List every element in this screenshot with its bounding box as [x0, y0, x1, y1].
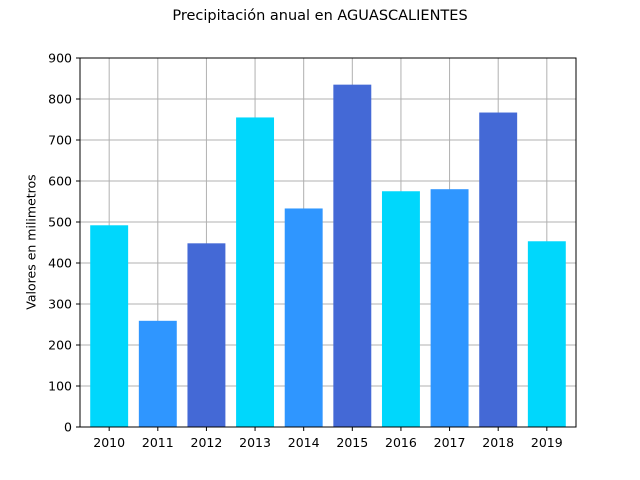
y-tick-label: 500 — [48, 215, 72, 230]
bar-layer — [90, 84, 566, 428]
x-tick-label: 2019 — [531, 435, 563, 450]
x-tick-label: 2018 — [482, 435, 514, 450]
chart-title: Precipitación anual en AGUASCALIENTES — [172, 8, 468, 24]
tick-layer: 0 100 200 300 400 500 600 700 800 900 2010 2011 2012… — [48, 51, 563, 451]
bar-2013 — [236, 117, 275, 427]
y-tick-label: 200 — [48, 338, 72, 353]
axes-frame — [79, 57, 577, 428]
bar-2019 — [527, 241, 566, 427]
bar-2017 — [430, 189, 469, 427]
y-tick-label: 300 — [48, 297, 72, 312]
bar-2015 — [333, 84, 372, 428]
x-tick-label: 2014 — [288, 435, 320, 450]
x-tick-label: 2016 — [385, 435, 417, 450]
bar-2016 — [381, 191, 420, 427]
y-tick-label: 600 — [48, 174, 72, 189]
bar-2014 — [284, 208, 323, 427]
y-tick-label: 700 — [48, 133, 72, 148]
x-tick-label: 2017 — [434, 435, 466, 450]
y-tick-label: 0 — [64, 420, 72, 435]
bar-2012 — [187, 243, 226, 427]
y-tick-label: 800 — [48, 92, 72, 107]
bar-2011 — [138, 320, 177, 427]
bar-2018 — [479, 112, 518, 427]
x-tick-label: 2010 — [93, 435, 125, 450]
y-tick-label: 400 — [48, 256, 72, 271]
x-tick-label: 2011 — [142, 435, 174, 450]
bar-2010 — [90, 225, 129, 427]
x-tick-label: 2012 — [191, 435, 223, 450]
y-tick-label: 100 — [48, 379, 72, 394]
x-tick-label: 2013 — [239, 435, 271, 450]
y-tick-label: 900 — [48, 51, 72, 66]
x-tick-label: 2015 — [336, 435, 368, 450]
